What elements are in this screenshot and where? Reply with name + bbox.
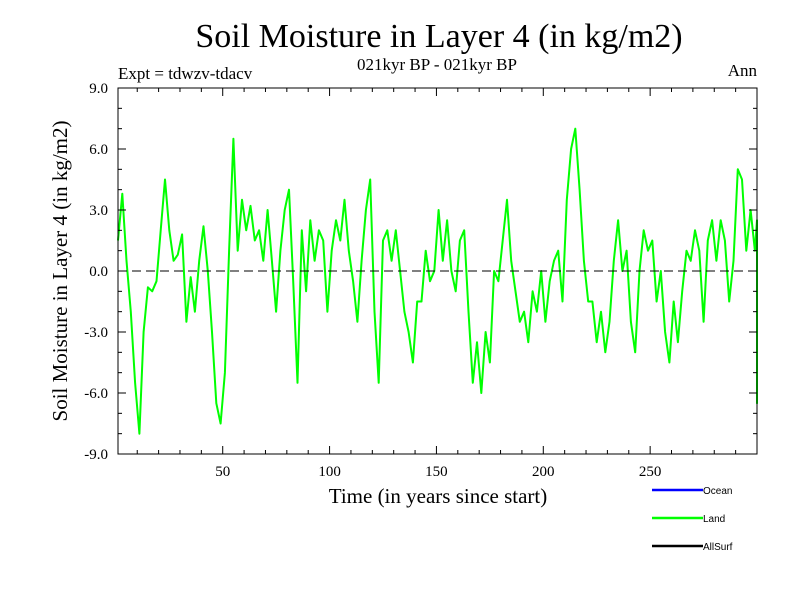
x-tick-label: 250 <box>639 464 662 480</box>
chart-subtitle: 021kyr BP - 021kyr BP <box>357 55 517 74</box>
legend: Ocean Land AllSurf <box>652 486 733 553</box>
y-tick-label: -9.0 <box>84 447 108 463</box>
x-tick-label: 50 <box>215 464 230 480</box>
y-tick-label: 9.0 <box>89 81 108 97</box>
y-axis-label: Soil Moisture in Layer 4 (in kg/m2) <box>48 121 72 422</box>
x-tick-label: 100 <box>318 464 341 480</box>
x-tick-label: 150 <box>425 464 448 480</box>
season-label: Ann <box>728 61 758 80</box>
chart-title: Soil Moisture in Layer 4 (in kg/m2) <box>195 18 682 55</box>
y-tick-label: 6.0 <box>89 142 108 158</box>
series-line-land <box>117 127 758 435</box>
y-tick-label: 3.0 <box>89 203 108 219</box>
x-axis-label: Time (in years since start) <box>329 484 548 508</box>
y-tick-label: -3.0 <box>84 325 108 341</box>
plot-area: -9.0 -6.0 -3.0 0.0 3.0 6.0 9.0 50 100 150 200 250 <box>84 81 758 480</box>
legend-ocean-label: Ocean <box>703 486 732 497</box>
x-tick-label: 200 <box>532 464 555 480</box>
expt-label: Expt = tdwzv-tdacv <box>118 64 253 83</box>
legend-allsurf-label: AllSurf <box>703 542 733 553</box>
y-tick-label: 0.0 <box>89 264 108 280</box>
legend-land-label: Land <box>703 514 725 525</box>
y-tick-label: -6.0 <box>84 386 108 402</box>
